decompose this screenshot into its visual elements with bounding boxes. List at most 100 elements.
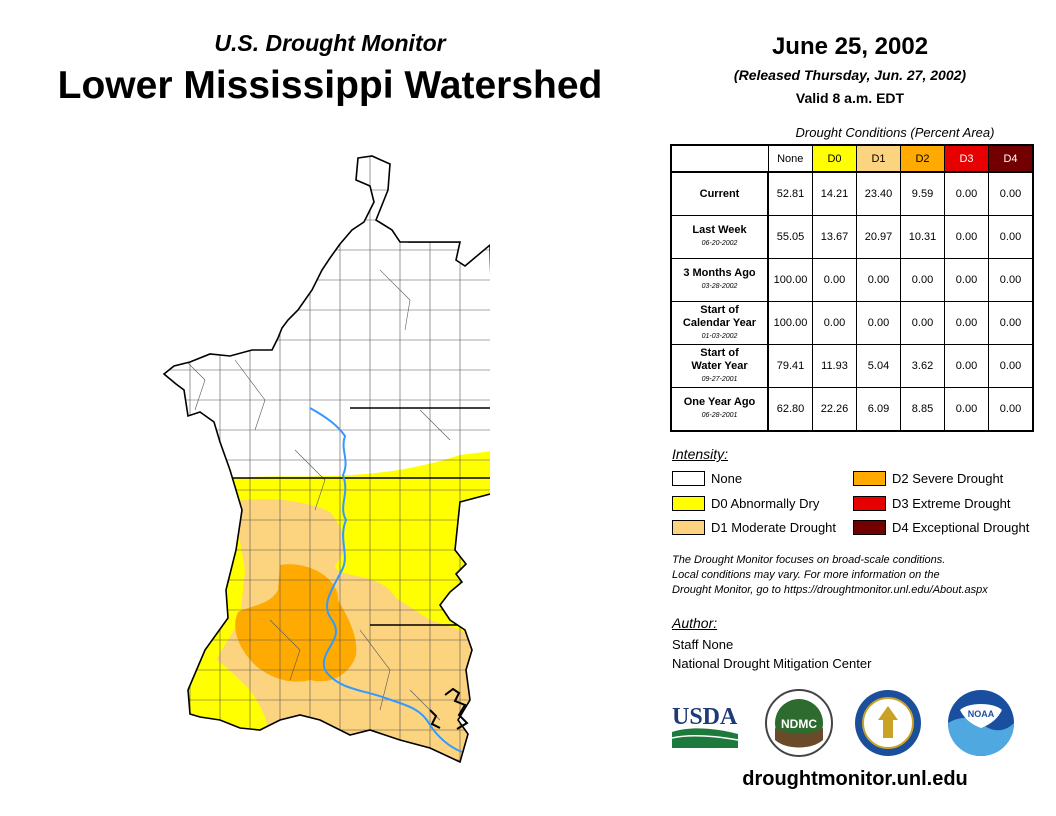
author-name: Staff None — [672, 637, 734, 652]
cell-d2: 0.00 — [900, 258, 945, 302]
row-date: 06-28-2001 — [701, 412, 738, 419]
cell-d4: 0.00 — [988, 258, 1033, 302]
watershed-outline — [162, 155, 490, 764]
cell-d3: 0.00 — [944, 387, 989, 431]
row-date: 01-03-2002 — [701, 332, 738, 340]
legend-label: D2 Severe Drought — [892, 471, 1004, 486]
legend-swatch — [672, 520, 705, 535]
cell-d0: 22.26 — [812, 387, 857, 431]
author-heading: Author: — [672, 615, 718, 631]
table-row: One Year Ago 06-28-2001 62.80 22.26 6.09 … — [671, 387, 1033, 431]
legend-title: Intensity: — [672, 446, 729, 462]
drought-conditions-table: None D0 D1 D2 D3 D4 Current 52.81 14.21 … — [670, 144, 1034, 432]
noaa-logo: NOAA — [948, 690, 1014, 756]
row-label: One Year Ago 06-28-2001 — [671, 387, 769, 431]
cell-d2: 8.85 — [900, 387, 945, 431]
map-title: Lower Mississippi Watershed — [57, 64, 603, 107]
cell-d2: 10.31 — [900, 215, 945, 259]
legend-swatch — [672, 471, 705, 486]
legend-item-d2: D2 Severe Drought — [853, 471, 1003, 486]
table-corner — [672, 146, 769, 173]
cell-d0: 0.00 — [812, 258, 857, 302]
svg-text:NOAA: NOAA — [968, 709, 995, 719]
row-label: Last Week 06-20-2002 — [671, 215, 769, 259]
cell-d2: 0.00 — [900, 301, 945, 345]
svg-text:NDMC: NDMC — [781, 717, 817, 731]
cell-none: 79.41 — [767, 344, 813, 388]
author-organization: National Drought Mitigation Center — [672, 656, 872, 671]
county-lines — [164, 156, 490, 762]
cell-d1: 23.40 — [856, 171, 901, 216]
cell-d3: 0.00 — [944, 171, 989, 216]
cell-d0: 0.00 — [812, 301, 857, 345]
cell-d1: 5.04 — [856, 344, 901, 388]
col-header-none: None — [767, 145, 813, 173]
table-row: Start of Water Year 09-27-2001 79.41 11.93… — [671, 344, 1033, 388]
cell-d4: 0.00 — [988, 387, 1033, 431]
legend-label: D3 Extreme Drought — [892, 496, 1011, 511]
legend-item-none: None — [672, 471, 742, 486]
col-header-d1: D1 — [856, 145, 901, 173]
cell-none: 52.81 — [767, 171, 813, 216]
table-row: 3 Months Ago 03-28-2002 100.00 0.00 0.00 … — [671, 258, 1033, 302]
cell-d4: 0.00 — [988, 301, 1033, 345]
legend-label: None — [711, 471, 743, 486]
drought-map — [162, 155, 490, 764]
disclaimer-note: The Drought Monitor focuses on broad-sca… — [672, 553, 1052, 598]
cell-d4: 0.00 — [988, 344, 1033, 388]
cell-none: 55.05 — [767, 215, 813, 259]
cell-none: 100.00 — [767, 301, 813, 345]
col-header-d4: D4 — [988, 145, 1033, 173]
svg-text:USDA: USDA — [672, 704, 738, 730]
cell-d4: 0.00 — [988, 171, 1033, 216]
cell-d1: 0.00 — [856, 258, 901, 302]
map-date: June 25, 2002 — [771, 33, 929, 60]
release-date: (Released Thursday, Jun. 27, 2002) — [733, 67, 967, 83]
cell-none: 62.80 — [767, 387, 813, 431]
row-label: 3 Months Ago 03-28-2002 — [671, 258, 769, 302]
doc-seal-logo — [855, 690, 921, 756]
legend-swatch — [853, 496, 886, 511]
row-label: Start of Water Year 09-27-2001 — [671, 344, 769, 388]
legend-item-d0: D0 Abnormally Dry — [672, 496, 819, 511]
table-row: Start of Calendar Year 01-03-2002 100.00 0… — [671, 301, 1033, 345]
cell-d3: 0.00 — [944, 344, 989, 388]
cell-d1: 20.97 — [856, 215, 901, 259]
cell-d0: 14.21 — [812, 171, 857, 216]
cell-d0: 13.67 — [812, 215, 857, 259]
ndmc-logo: NDMC — [765, 689, 833, 757]
cell-none: 100.00 — [767, 258, 813, 302]
col-header-d2: D2 — [900, 145, 945, 173]
cell-d3: 0.00 — [944, 258, 989, 302]
valid-time: Valid 8 a.m. EDT — [795, 90, 905, 106]
usda-logo: USDA — [671, 704, 739, 748]
legend-swatch — [853, 471, 886, 486]
cell-d3: 0.00 — [944, 215, 989, 259]
cell-d1: 6.09 — [856, 387, 901, 431]
note-line: The Drought Monitor focuses on broad-sca… — [672, 554, 946, 566]
legend-item-d3: D3 Extreme Drought — [853, 496, 1011, 511]
table-caption: Drought Conditions (Percent Area) — [795, 125, 995, 140]
legend-label: D0 Abnormally Dry — [711, 496, 820, 511]
map-subtitle: U.S. Drought Monitor — [214, 30, 446, 56]
legend-label: D1 Moderate Drought — [711, 520, 837, 535]
mississippi-river — [309, 407, 463, 753]
cell-d4: 0.00 — [988, 215, 1033, 259]
row-label: Start of Calendar Year 01-03-2002 — [671, 301, 769, 345]
legend-swatch — [672, 496, 705, 511]
cell-d2: 9.59 — [900, 171, 945, 216]
website-link[interactable]: droughtmonitor.unl.edu — [742, 768, 968, 790]
legend-item-d4: D4 Exceptional Drought — [853, 520, 1029, 535]
col-header-d0: D0 — [812, 145, 857, 173]
cell-d3: 0.00 — [944, 301, 989, 345]
note-line: Drought Monitor, go to https://droughtmo… — [672, 584, 988, 596]
col-header-d3: D3 — [944, 145, 989, 173]
row-date: 03-28-2002 — [701, 283, 738, 290]
cell-d2: 3.62 — [900, 344, 945, 388]
row-label: Current — [671, 171, 769, 216]
row-date: 09-27-2001 — [701, 375, 738, 383]
legend-label: D4 Exceptional Drought — [892, 520, 1030, 535]
table-row: Last Week 06-20-2002 55.05 13.67 20.97 10… — [671, 215, 1033, 259]
cell-d0: 11.93 — [812, 344, 857, 388]
note-line: Local conditions may vary. For more info… — [672, 569, 940, 581]
